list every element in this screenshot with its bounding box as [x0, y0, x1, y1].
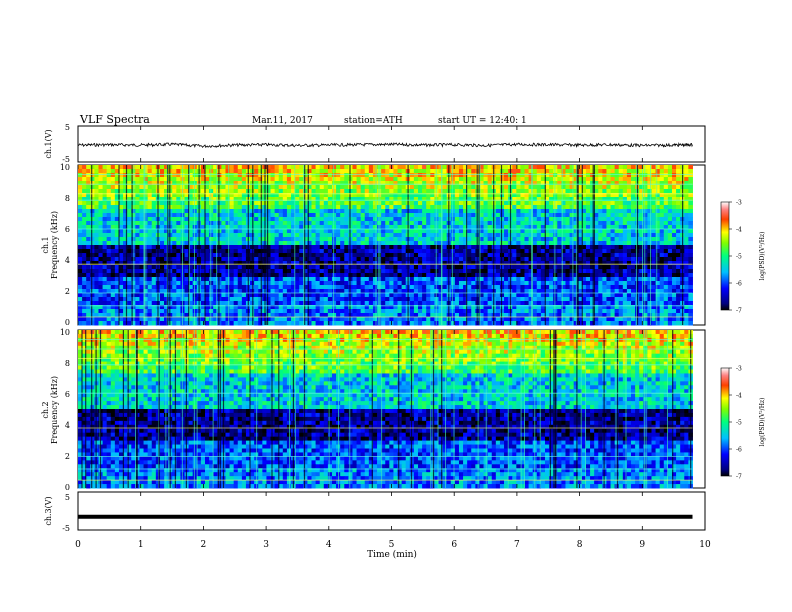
- ch1-spec-ytick-4: 4: [65, 256, 70, 265]
- x-tick-label: 1: [138, 540, 144, 550]
- x-axis-ticks: 0 1 2 3 4 5 6 7 8 9 10: [75, 126, 711, 550]
- figure-title: VLF Spectra: [79, 113, 150, 126]
- ch1-ytick-top: 5: [65, 123, 70, 132]
- x-tick-label: 9: [639, 540, 645, 550]
- ch2-colorbar-label: log(PSD)(V²/Hz): [759, 398, 766, 447]
- ch1-colorbar-label: log(PSD)(V²/Hz): [759, 232, 766, 281]
- ch2-channel-label: ch.2: [41, 401, 50, 418]
- ch2-spectrogram-panel: 10 8 6 4 2 0 ch.2 Frequency (kHz): [41, 328, 706, 492]
- ch2-colorbar-tick-label: -4: [736, 393, 742, 400]
- ch1-ylabel: ch.1(V): [44, 129, 53, 158]
- x-tick-label: 8: [577, 540, 583, 550]
- ch1-colorbar-tick-label: -6: [736, 281, 742, 288]
- ch2-colorbar-tick-label: -6: [736, 447, 742, 454]
- ch1-colorbar-tick-label: -3: [736, 200, 742, 207]
- ch2-spec-ytick-0: 0: [65, 483, 70, 492]
- ch1-spec-ytick-6: 6: [65, 225, 70, 234]
- ch1-waveform-panel: 5 -5 ch.1(V): [44, 123, 706, 164]
- ch1-ytick-bottom: -5: [62, 155, 70, 164]
- x-tick-label: 4: [326, 540, 332, 550]
- x-tick-label: 2: [201, 540, 207, 550]
- ch3-ytick-bottom: -5: [62, 524, 70, 533]
- x-tick-label: 6: [451, 540, 457, 550]
- ch2-spectrogram-image: [78, 330, 693, 489]
- ch2-colorbar-tick-label: -7: [736, 474, 742, 481]
- ch2-spec-ytick-6: 6: [65, 390, 70, 399]
- ch1-colorbar-tick-label: -7: [736, 308, 742, 315]
- ch2-colorbar-tick-label: -5: [736, 420, 742, 427]
- ch3-waveform-panel: 5 -5 ch.3(V): [44, 491, 706, 533]
- ch3-ylabel: ch.3(V): [44, 496, 53, 525]
- x-tick-label: 0: [75, 540, 81, 550]
- ch1-colorbar-tick-label: -4: [736, 227, 742, 234]
- ch1-spec-ytick-0: 0: [65, 318, 70, 327]
- start-time-label: start UT = 12:40: 1: [438, 116, 527, 126]
- ch1-colorbar: -3 -4 -5 -6 -7 log(PSD)(V²/Hz): [720, 200, 766, 315]
- ch1-frequency-label: Frequency (kHz): [50, 211, 59, 279]
- ch1-spec-ytick-10: 10: [60, 163, 70, 172]
- station-label: station=ATH: [344, 116, 403, 126]
- x-tick-label: 7: [514, 540, 520, 550]
- date-label: Mar.11, 2017: [252, 116, 313, 126]
- ch1-spec-ytick-8: 8: [65, 194, 70, 203]
- ch2-spec-ytick-8: 8: [65, 359, 70, 368]
- ch2-colorbar-tick-label: -3: [736, 366, 742, 373]
- x-axis-label: Time (min): [367, 549, 417, 560]
- ch2-spec-ytick-10: 10: [60, 328, 70, 337]
- x-tick-label: 3: [263, 540, 269, 550]
- ch2-spec-ytick-4: 4: [65, 421, 70, 430]
- ch2-frequency-label: Frequency (kHz): [50, 376, 59, 444]
- ch1-spectrogram-image: [78, 165, 693, 326]
- ch1-spec-ytick-2: 2: [65, 287, 70, 296]
- ch2-colorbar: -3 -4 -5 -6 -7 log(PSD)(V²/Hz): [720, 366, 766, 481]
- ch1-waveform-trace: [77, 141, 693, 149]
- ch1-colorbar-tick-label: -5: [736, 254, 742, 261]
- ch1-spectrogram-panel: 10 8 6 4 2 0 ch.1 Frequency (kHz): [41, 163, 706, 327]
- ch3-ytick-top: 5: [65, 493, 70, 502]
- x-tick-label: 10: [699, 540, 711, 550]
- ch2-spec-ytick-2: 2: [65, 452, 70, 461]
- x-tick-label: 5: [389, 540, 395, 550]
- ch1-channel-label: ch.1: [41, 236, 50, 253]
